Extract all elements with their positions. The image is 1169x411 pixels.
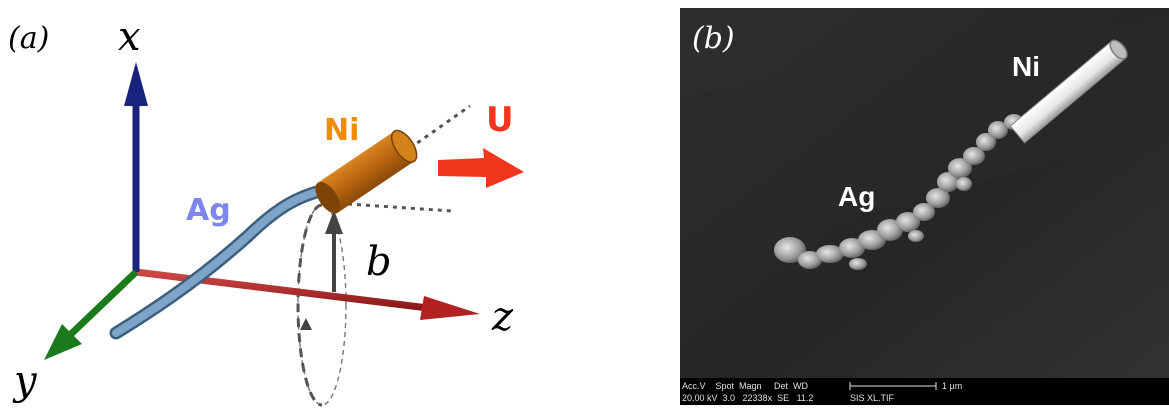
scale-bar — [849, 382, 937, 390]
ni-wire — [1009, 39, 1128, 144]
ni-label: Ni — [324, 113, 359, 148]
panel-label: (b) — [692, 21, 735, 56]
schematic-svg: (a) x y z b Ni Ag U — [8, 14, 524, 407]
rod-axis-dotted-line — [409, 104, 471, 150]
x-axis-arrowhead — [124, 62, 148, 106]
orbit-front-arc — [296, 203, 323, 407]
velocity-label: U — [486, 100, 514, 140]
databar-row2: 20.00 kV 3.0 22338x SE 11.2 — [682, 393, 813, 403]
b-vector-arrowhead — [325, 210, 343, 234]
sem-svg: (b) Ni Ag Acc.V Spot Magn Det WD 20.00 k… — [680, 8, 1169, 405]
z-axis-label: z — [491, 294, 514, 340]
sem-image-panel: (b) Ni Ag Acc.V Spot Magn Det WD 20.00 k… — [680, 8, 1169, 405]
y-axis-shaft — [67, 269, 139, 338]
schematic-panel: (a) x y z b Ni Ag U — [8, 14, 524, 407]
b-label: b — [366, 239, 392, 285]
y-axis-arrowhead — [44, 324, 82, 360]
scale-bar-label: 1 μm — [942, 381, 962, 391]
ni-label: Ni — [1012, 51, 1040, 82]
y-axis-label: y — [12, 358, 38, 404]
ag-label: Ag — [838, 181, 875, 212]
z-axis-arrowhead — [420, 296, 480, 320]
orbit-arrowhead — [300, 318, 312, 330]
sem-databar — [680, 378, 1169, 405]
databar-file-label: SIS XL.TIF — [850, 393, 895, 403]
reference-dotted-line — [347, 202, 453, 213]
panel-label: (a) — [8, 21, 49, 56]
z-axis-shaft — [135, 268, 429, 312]
ag-label: Ag — [186, 193, 231, 228]
substrate-texture — [680, 18, 1169, 268]
ag-rod-highlight — [112, 186, 328, 337]
ni-segment — [315, 129, 418, 214]
ag-particle-chain — [774, 114, 1024, 270]
x-axis-label: x — [118, 14, 141, 60]
databar-row1: Acc.V Spot Magn Det WD — [682, 381, 809, 391]
velocity-arrow — [438, 148, 524, 188]
